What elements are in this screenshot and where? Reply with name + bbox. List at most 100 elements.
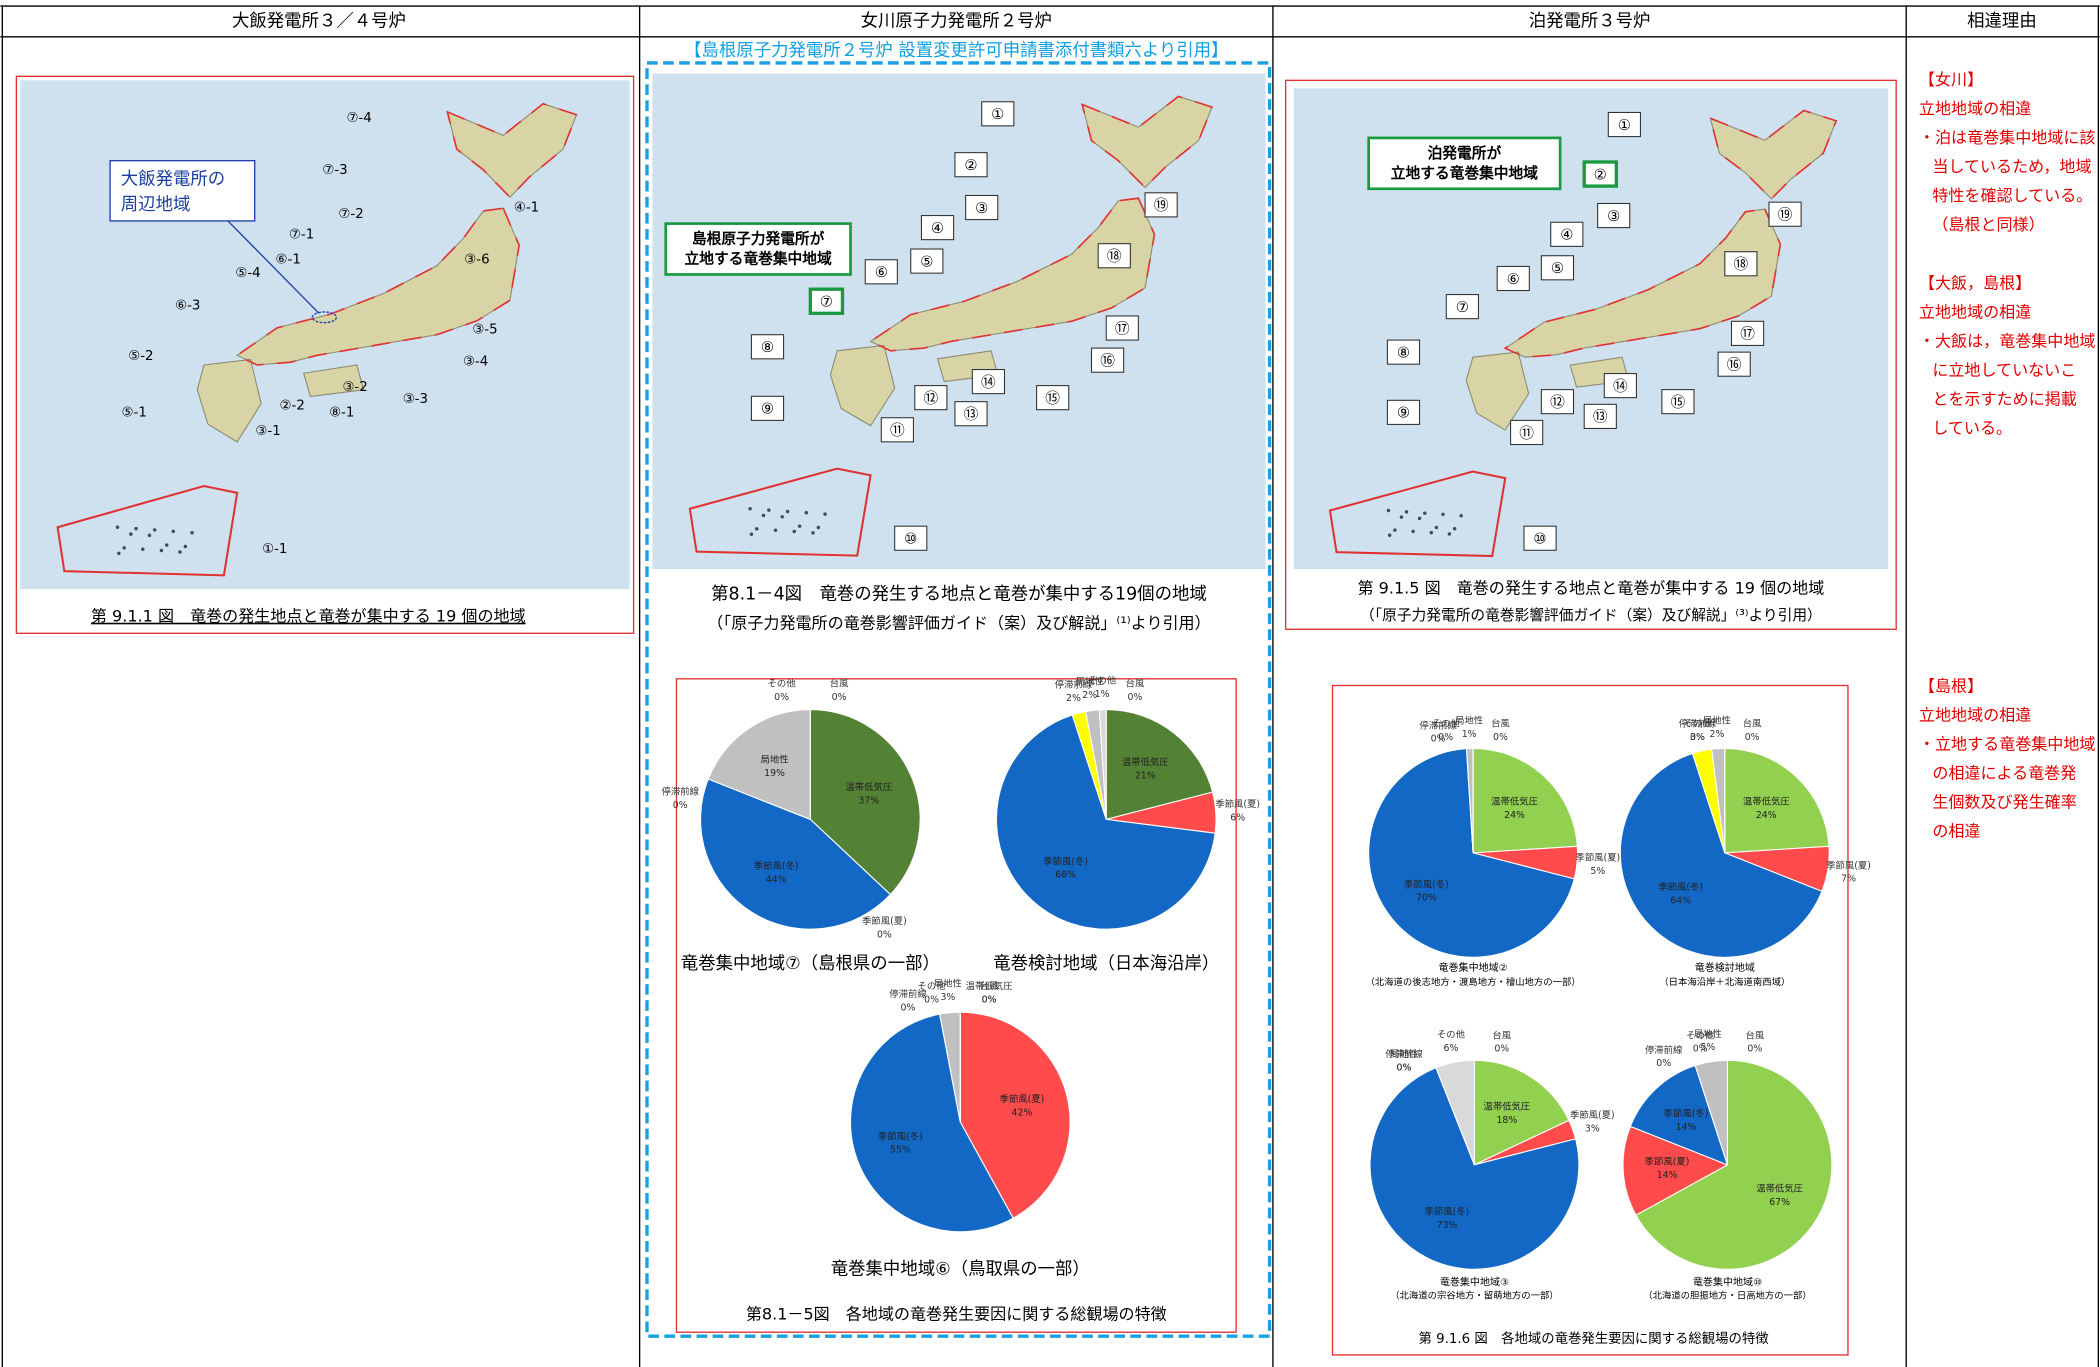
label-box xyxy=(1540,255,1575,281)
islet xyxy=(1429,530,1434,535)
slice-value: 0% xyxy=(1128,692,1143,703)
slice-name: 局地性 xyxy=(1390,1048,1418,1060)
map-label: ③-2 xyxy=(342,380,367,395)
pie-slice xyxy=(700,778,892,930)
slice-value: 0% xyxy=(1431,734,1446,745)
slice-value: 3% xyxy=(1585,1124,1600,1135)
label-box xyxy=(914,385,948,411)
islet xyxy=(129,532,133,536)
pie-slice xyxy=(1472,747,1578,854)
slice-name: 季節風(冬) xyxy=(1404,878,1449,890)
pie-slice xyxy=(1622,1125,1729,1216)
label-box xyxy=(1597,202,1631,229)
pie-title: 竜巻検討地域（日本海沿岸） xyxy=(993,954,1219,974)
label-box xyxy=(1582,160,1619,188)
map-label: ①-1 xyxy=(262,542,287,557)
callout-box xyxy=(109,159,256,222)
pie-subtitle: （日本海沿岸＋北海道南西域） xyxy=(1659,976,1790,988)
map-label: ⑨ xyxy=(1397,405,1410,422)
pie-title: 竜巻集中地域⑥（鳥取県の一部） xyxy=(831,1259,1090,1279)
figure-caption: 第 9.1.6 図 各地域の竜巻発生要因に関する総観場の特徴 xyxy=(1419,1330,1770,1347)
islet xyxy=(1387,533,1392,538)
map-label: ⑱ xyxy=(1107,248,1122,265)
slice-name: 季節風(夏) xyxy=(1575,851,1620,863)
islet xyxy=(134,526,138,531)
reason-text: 特性を確認している。 xyxy=(1932,186,2092,205)
reason-text: 【大飯，島根】 xyxy=(1919,273,2031,292)
region-outline xyxy=(1080,95,1214,189)
islet xyxy=(183,544,188,549)
islet xyxy=(1441,512,1445,517)
islet xyxy=(122,546,126,550)
label-box xyxy=(1144,192,1178,218)
map-label: ⑱ xyxy=(1733,256,1748,273)
slice-name: 季節風(冬) xyxy=(1043,855,1088,867)
islet xyxy=(785,509,790,514)
map-label: ⑰ xyxy=(1115,320,1130,337)
islet xyxy=(773,528,778,532)
pie-slice xyxy=(1635,1059,1833,1270)
site-box-text: 島根原子力発電所が xyxy=(692,230,825,248)
slice-name: 季節風(夏) xyxy=(1645,1155,1690,1167)
figure-caption: （「原子力発電所の竜巻影響評価ガイド（案）及び解説」⁽¹⁾より引用） xyxy=(707,613,1210,632)
slice-value: 6% xyxy=(1444,1043,1459,1054)
map-label: ① xyxy=(1618,117,1631,134)
slice-name: 温帯低気圧 xyxy=(1483,1100,1530,1112)
slice-value: 0% xyxy=(1745,732,1760,743)
region-outline xyxy=(1328,470,1507,558)
slice-value: 68% xyxy=(1055,870,1076,881)
slice-value: 1% xyxy=(1462,729,1477,740)
map-label: ⑦-3 xyxy=(322,163,347,178)
slice-value: 0% xyxy=(1493,732,1508,743)
slice-value: 5% xyxy=(1590,866,1605,877)
callout-line xyxy=(227,220,320,314)
label-box xyxy=(965,194,999,221)
islet xyxy=(749,532,754,536)
label-box xyxy=(1768,201,1802,227)
reason-text: （島根と同様） xyxy=(1932,215,2044,234)
label-box xyxy=(1603,373,1637,399)
islet xyxy=(159,548,164,553)
map-label: ⑩ xyxy=(1533,531,1546,548)
islet xyxy=(780,515,784,519)
map-label: ⑬ xyxy=(964,406,979,423)
slice-name: 季節風(夏) xyxy=(1215,798,1260,810)
label-box xyxy=(1607,111,1641,138)
region-outline xyxy=(235,207,520,366)
islet xyxy=(748,507,752,511)
reason-text: 【女川】 xyxy=(1919,70,1983,89)
pie-slice xyxy=(1368,748,1575,958)
slice-value: 44% xyxy=(766,874,787,885)
map-label: ⑯ xyxy=(1100,352,1115,369)
map-label: ⑥ xyxy=(875,264,888,281)
islet xyxy=(804,511,809,515)
slice-value: 0% xyxy=(1693,1044,1708,1055)
slice-name: その他 xyxy=(1432,717,1460,729)
pie-slice xyxy=(1619,752,1823,958)
figure-caption: 第 9.1.5 図 竜巻の発生する地点と竜巻が集中する 19 個の地域 xyxy=(1358,579,1825,598)
site-marker xyxy=(311,311,338,324)
map-label: ③-4 xyxy=(463,354,488,369)
slice-value: 67% xyxy=(1769,1197,1790,1208)
map-label: ⑰ xyxy=(1740,326,1755,343)
map-label: ② xyxy=(964,157,977,174)
map-label: ⑭ xyxy=(981,374,996,391)
label-box xyxy=(910,248,944,274)
slice-name: 台風 xyxy=(830,678,849,690)
column-header: 泊発電所３号炉 xyxy=(1529,11,1651,31)
map-label: ⑫ xyxy=(923,390,938,407)
islet xyxy=(117,551,121,556)
figure-caption: 第8.1－5図 各地域の竜巻発生要因に関する総観場の特徴 xyxy=(746,1304,1167,1323)
map-label: ⑯ xyxy=(1727,357,1742,374)
slice-name: 停滞前線 xyxy=(889,988,927,1000)
islet xyxy=(1386,508,1391,513)
label-box xyxy=(1105,315,1139,341)
map-label: ③-5 xyxy=(472,322,497,337)
figure-caption: （「原子力発電所の竜巻影響評価ガイド（案）及び解説」⁽³⁾より引用） xyxy=(1360,606,1822,624)
pie-slice xyxy=(1098,709,1107,820)
map-label: ⑤-2 xyxy=(128,349,153,364)
slice-name: 台風 xyxy=(1492,1029,1511,1041)
slice-value: 6% xyxy=(1230,812,1245,823)
slice-value: 14% xyxy=(1657,1170,1678,1181)
slice-name: 停滞前線 xyxy=(1385,1048,1423,1060)
